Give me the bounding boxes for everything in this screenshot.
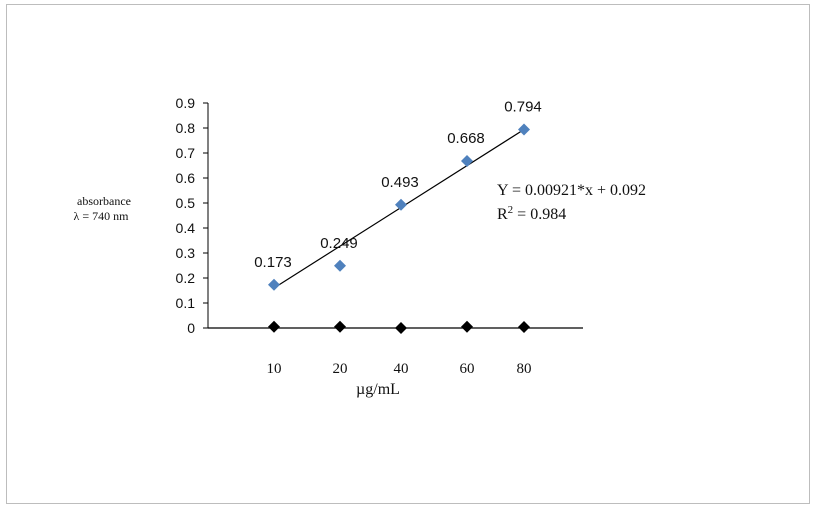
x-tick-label: 80 [517,361,532,377]
data-labels: 0.173 0.249 0.493 0.668 0.794 [254,99,542,271]
y-axis-title-line2: λ = 740 nm [74,209,130,223]
y-tick-label: 0.2 [176,270,196,286]
x-tick-label: 40 [394,361,409,377]
data-label: 0.493 [381,174,419,191]
trendline-equation: Y = 0.00921*x + 0.092 [497,182,646,199]
series-points [268,123,530,334]
data-point-blue [334,259,346,272]
y-tick-label: 0.7 [176,145,196,161]
data-label: 0.249 [320,235,358,252]
data-label: 0.794 [504,99,542,116]
y-tick-label: 0 [187,320,195,336]
y-tick-label: 0.3 [176,245,196,261]
data-point-blue [395,198,407,211]
x-axis-ticks: 10 20 40 60 80 [267,361,532,377]
trendline-r2: R2 = 0.984 [497,204,566,223]
data-point-black [395,322,407,334]
y-tick-label: 0.5 [176,195,196,211]
data-point-black [518,321,530,333]
y-tick-label: 0.9 [176,95,196,111]
data-point-black [461,320,473,333]
data-point-black [268,320,280,333]
data-point-blue [461,155,473,167]
y-tick-label: 0.4 [176,220,196,236]
data-point-blue [268,278,280,291]
x-tick-label: 20 [333,361,348,377]
y-tick-label: 0.1 [176,295,196,311]
data-label: 0.668 [447,130,485,147]
x-tick-label: 10 [267,361,282,377]
x-tick-label: 60 [460,361,475,377]
data-label: 0.173 [254,254,292,271]
x-axis-title: µg/mL [356,381,400,398]
data-point-black [334,320,346,333]
y-axis-ticks: 0 0.1 0.2 0.3 0.4 0.5 0.6 0.7 0.8 0.9 [176,95,208,336]
y-tick-label: 0.6 [176,170,196,186]
y-axis-title-line1: absorbance [77,194,131,208]
chart-frame [6,4,810,504]
y-tick-label: 0.8 [176,120,196,136]
data-point-blue [518,123,530,136]
